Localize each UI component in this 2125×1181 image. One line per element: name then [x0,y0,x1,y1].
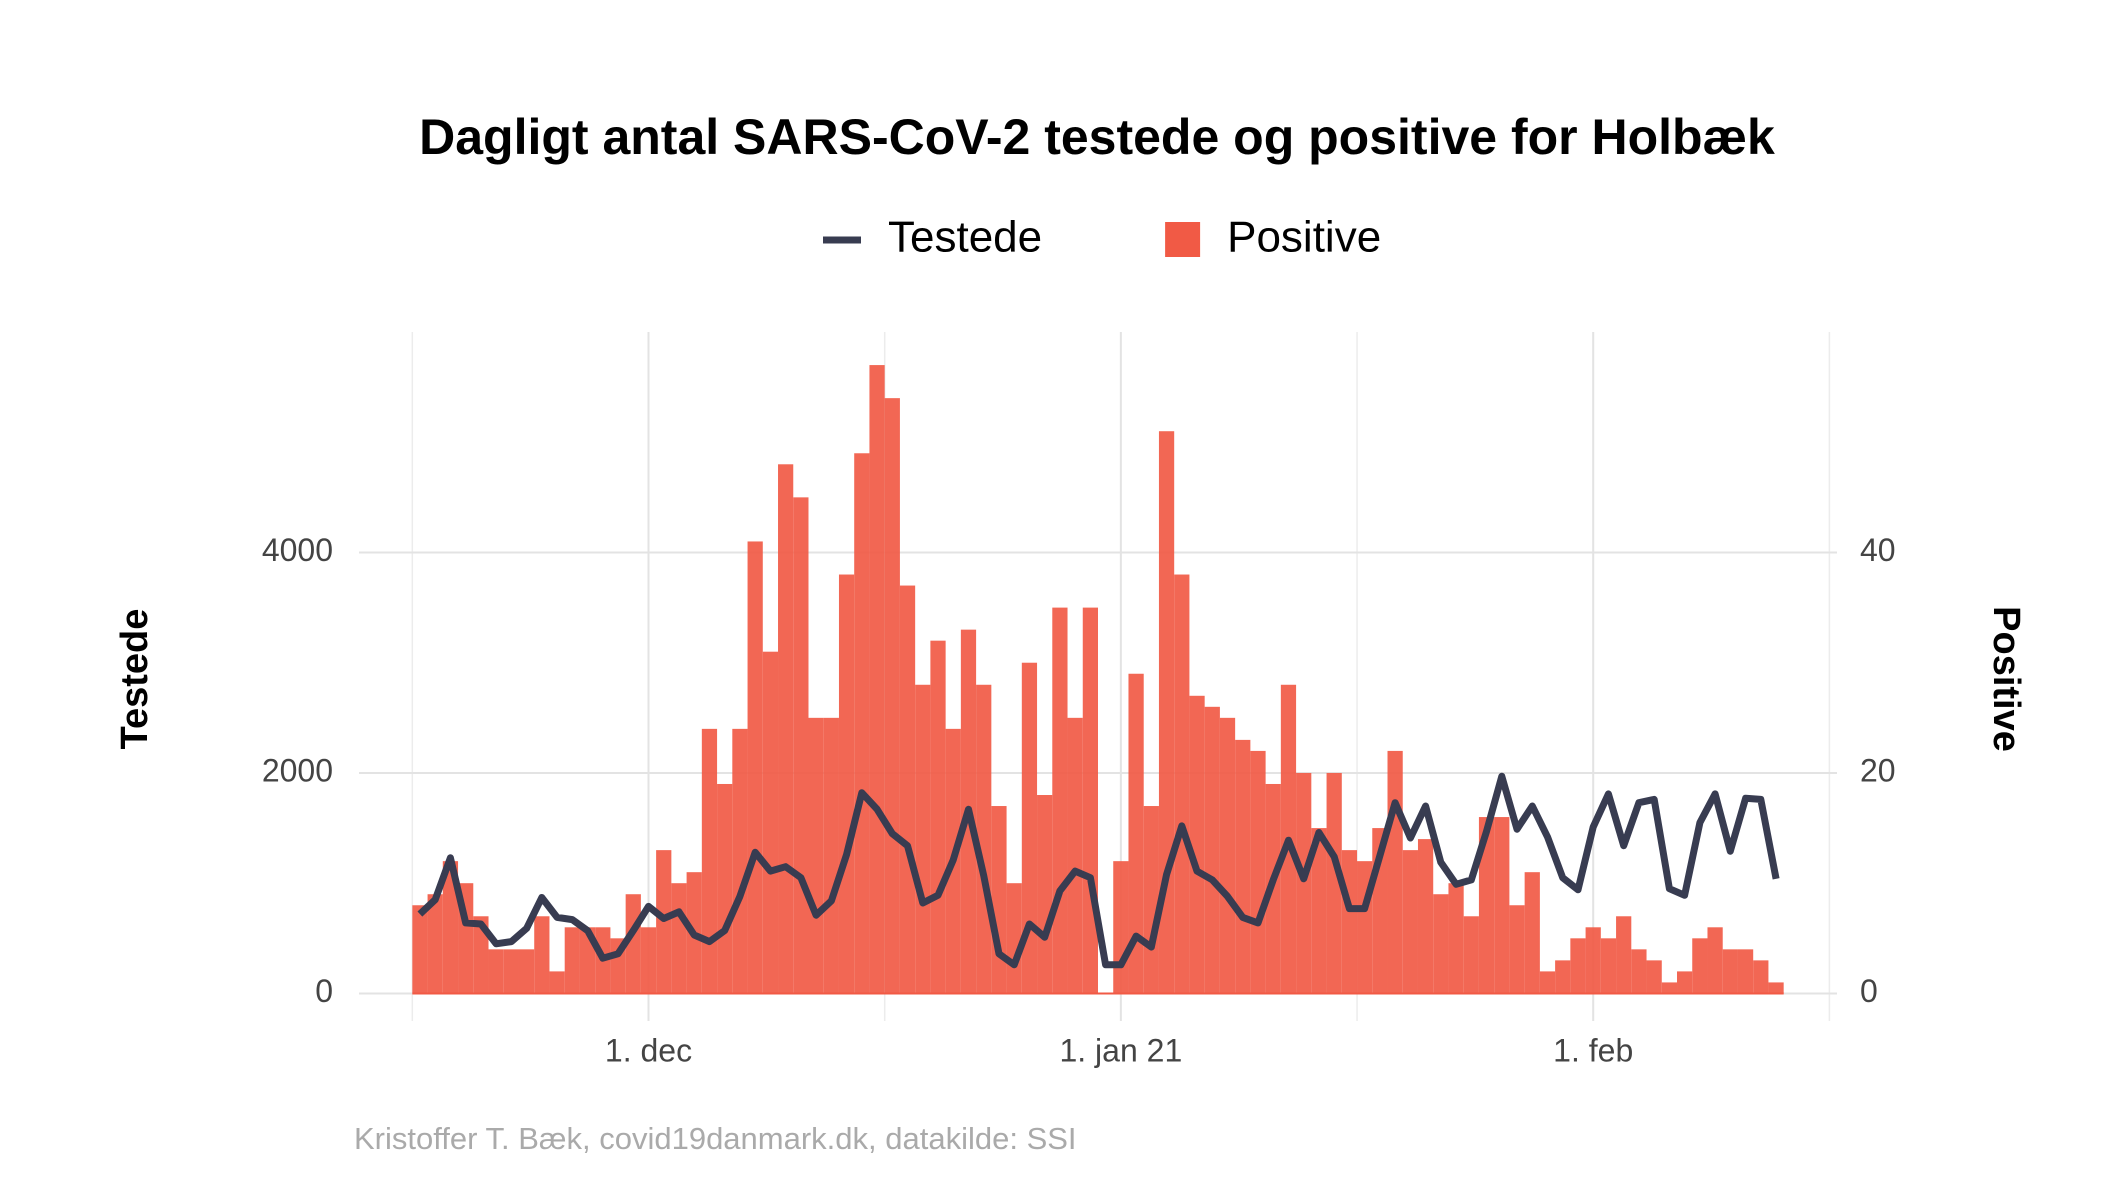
x-tick-label: 1. feb [1553,1032,1633,1068]
bar [747,541,763,994]
bar [1037,795,1053,994]
bar [1417,839,1434,994]
bar [915,684,931,994]
bar [869,365,885,994]
bar [503,949,519,994]
bar [1677,971,1693,994]
y2-tick-label: 40 [1860,532,1896,568]
bar [1204,706,1220,994]
bar [549,971,565,994]
bar [717,783,733,994]
bar [488,949,504,994]
bar [1067,717,1083,994]
chart-title: Dagligt antal SARS-CoV-2 testede og posi… [419,109,1775,165]
bar [1616,916,1632,994]
bar [518,949,535,994]
bar [473,916,489,994]
bar [671,883,687,994]
bar [930,640,946,994]
bar [976,684,992,994]
bar [1113,861,1129,994]
bar [808,717,824,994]
bar [732,728,748,994]
bar [1006,883,1022,994]
bar [427,894,443,994]
bar [1600,938,1617,994]
bar [1494,817,1510,994]
y-tick-label: 2000 [262,752,333,788]
bar [762,651,779,994]
bar [1661,982,1678,994]
bar [1326,772,1342,994]
bar [1692,938,1708,994]
bar [1128,673,1144,994]
bar [1570,938,1586,994]
bar [793,497,809,994]
bar [1646,960,1662,994]
bar [1235,739,1251,994]
y-axis-title: Testede [114,609,156,750]
bar [1768,982,1784,994]
bar [991,806,1007,994]
bar [1174,574,1190,994]
bar [1585,927,1601,994]
legend-swatch [1165,222,1201,257]
bar [1402,850,1418,994]
bar [640,927,657,994]
bar [534,916,550,994]
bar [1753,960,1769,994]
legend-label: Positive [1227,213,1381,262]
bar-series [412,365,1784,995]
y2-axis-title: Positive [1985,606,2027,752]
bar [838,574,855,994]
bar [1463,916,1479,994]
bar [1478,817,1495,994]
bar [778,464,794,994]
bar [1509,905,1525,994]
bar [884,398,900,994]
bar [701,728,718,994]
bar [823,717,839,994]
bar [1737,949,1754,994]
bar [1021,662,1038,994]
bar [1448,883,1464,994]
bar [1539,971,1556,994]
bar [1082,607,1098,994]
bar [1189,695,1205,994]
legend-label: Testede [888,213,1042,262]
y2-tick-label: 20 [1860,752,1896,788]
bar [564,927,580,994]
bar [899,585,916,994]
line [417,772,1780,969]
bar [1631,949,1647,994]
bar [1143,806,1159,994]
bar [442,861,459,994]
bar [854,453,870,994]
bar [1707,927,1723,994]
bar [1555,960,1571,994]
bar [1722,949,1738,994]
bar [1387,750,1403,994]
bar [412,905,428,994]
x-tick-label: 1. dec [605,1032,692,1068]
bar [1250,750,1266,994]
bar [1311,828,1327,994]
bar [1052,607,1068,994]
bar [1341,850,1358,994]
bar [1296,772,1312,994]
y-tick-label: 0 [315,973,333,1009]
x-tick-label: 1. jan 21 [1059,1032,1182,1068]
legend: Testede Positive [823,213,1381,262]
caption: Kristoffer T. Bæk, covid19danmark.dk, da… [354,1121,1077,1156]
bar [1433,894,1449,994]
bar [1524,872,1540,994]
y2-tick-label: 0 [1860,973,1878,1009]
bar [1219,717,1236,994]
y-tick-label: 4000 [262,532,333,568]
